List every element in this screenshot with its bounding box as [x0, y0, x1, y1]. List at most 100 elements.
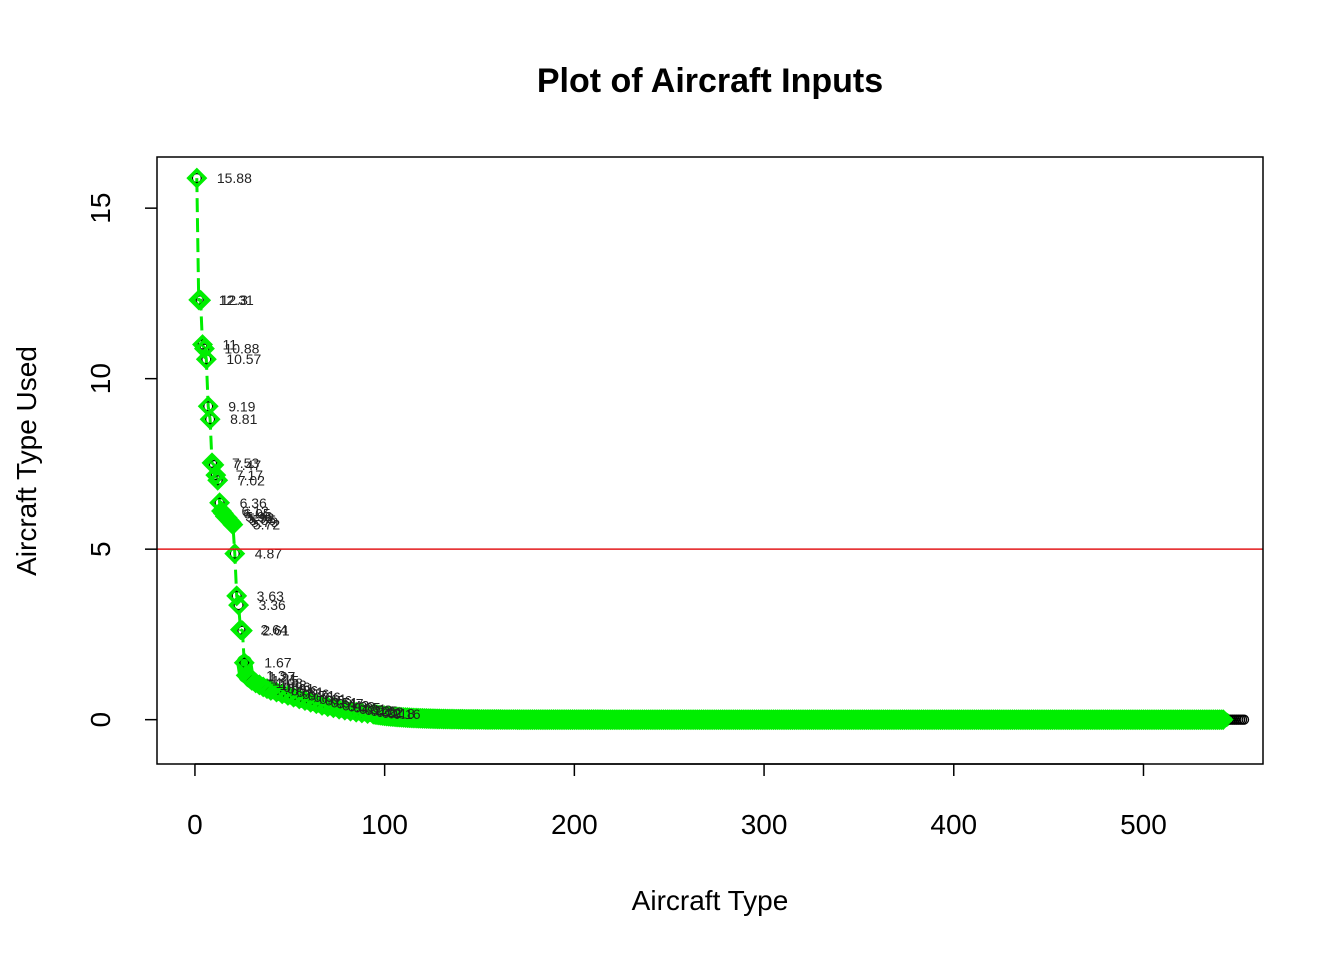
highlight-marker	[228, 594, 250, 616]
highlight-marker	[300, 691, 322, 713]
data-label: 4.87	[255, 546, 282, 562]
data-label: 6.36	[240, 495, 267, 511]
data-label: 1.3	[266, 667, 286, 683]
data-label: 5.96	[245, 508, 272, 524]
data-label: 1.27	[268, 668, 295, 684]
data-label: 7.47	[234, 457, 261, 473]
highlight-marker	[205, 464, 227, 486]
data-label: 1.02	[279, 677, 306, 693]
data-label: 1.67	[264, 655, 291, 671]
y-tick-label: 15	[85, 193, 116, 224]
highlight-marker	[334, 699, 356, 721]
data-label: 7.53	[232, 455, 259, 471]
highlight-marker	[288, 688, 310, 710]
data-label: 0.56	[325, 693, 352, 709]
data-label: 0.96	[283, 679, 310, 695]
highlight-marker	[260, 679, 282, 701]
y-tick-label: 5	[85, 541, 116, 557]
data-label: 0.66	[314, 689, 341, 705]
data-label: 7.02	[238, 472, 265, 488]
x-axis-title: Aircraft Type	[632, 885, 789, 916]
data-label: 5.72	[253, 517, 280, 533]
data-label: 8.81	[230, 411, 257, 427]
data-label: 0.47	[336, 696, 363, 712]
highlight-marker	[199, 408, 221, 430]
data-label: 0.18	[388, 706, 415, 722]
x-tick-label: 200	[551, 809, 598, 840]
data-label: 2.61	[262, 623, 289, 639]
x-axis: 0 100 200 300 400 500	[187, 763, 1167, 840]
highlight-marker	[203, 454, 225, 476]
highlight-marker	[328, 698, 350, 720]
data-label: 0.61	[319, 691, 346, 707]
data-label: 1.08	[276, 675, 303, 691]
x-tick-label: 500	[1120, 809, 1167, 840]
highlight-marker	[226, 585, 248, 607]
data-label: 0.81	[297, 684, 324, 700]
data-label: 12.31	[219, 292, 254, 308]
data-label: 1.21	[270, 670, 297, 686]
x-tick-label: 400	[930, 809, 977, 840]
data-label: 10.57	[226, 351, 261, 367]
data-label: 0.86	[291, 682, 318, 698]
data-label: 0.25	[371, 703, 398, 719]
x-tick-label: 100	[361, 809, 408, 840]
data-label: 10.88	[224, 341, 259, 357]
data-label: 12.3	[221, 292, 248, 308]
data-label: 0.51	[331, 694, 358, 710]
highlight-marker	[231, 620, 253, 642]
y-tick-label: 10	[85, 363, 116, 394]
highlight-marker	[224, 543, 246, 565]
data-label: 0.2	[382, 705, 402, 721]
highlight-marker	[190, 289, 212, 311]
data-label: 0.38	[348, 699, 375, 715]
highlight-marker	[193, 338, 215, 360]
x-tick-label: 0	[187, 809, 203, 840]
data-label: 9.19	[228, 398, 255, 414]
data-label: 11	[223, 337, 238, 353]
data-label: 5.92	[247, 510, 274, 526]
data-label: 0.71	[308, 687, 335, 703]
highlight-marker	[186, 167, 208, 189]
highlight-marker	[1212, 709, 1234, 731]
data-point	[191, 172, 202, 184]
data-label: 7.17	[236, 467, 263, 483]
data-label: 1.15	[272, 672, 299, 688]
data-label: 0.22	[376, 704, 403, 720]
highlight-marker	[207, 469, 229, 491]
data-label: 0.42	[342, 697, 369, 713]
data-label: 0.28	[365, 702, 392, 718]
highlight-marker	[266, 681, 287, 703]
highlight-marker	[283, 686, 305, 708]
y-axis-title: Aircraft Type Used	[11, 346, 42, 576]
highlight-marker	[311, 694, 333, 716]
highlight-marker	[277, 684, 299, 706]
data-label: 15.88	[217, 170, 252, 186]
y-tick-label: 0	[85, 712, 116, 728]
highlight-marker	[195, 348, 217, 370]
data-label: 0.16	[393, 706, 420, 722]
data-label: 6.05	[243, 505, 270, 521]
data-label: 0.76	[302, 686, 329, 702]
highlight-marker	[294, 690, 316, 712]
highlight-marker	[317, 696, 339, 718]
plot-frame	[156, 156, 1264, 765]
data-label: 5.79	[251, 514, 278, 530]
data-label: 3.63	[257, 588, 284, 604]
highlight-marker	[322, 697, 344, 719]
data-label: 0.31	[359, 701, 386, 717]
data-point	[1238, 714, 1250, 725]
data-label: 0.35	[353, 700, 380, 716]
highlight-marker	[222, 514, 244, 536]
data-label: 0.91	[287, 681, 314, 697]
highlight-marker	[305, 693, 327, 715]
y-axis: 0 5 10 15	[85, 193, 157, 728]
x-tick-label: 300	[741, 809, 788, 840]
data-label: 2.64	[260, 622, 287, 638]
data-label: 6.12	[242, 503, 269, 519]
highlight-marker	[271, 683, 293, 705]
data-label: 5.85	[249, 512, 276, 528]
chart-title: Plot of Aircraft Inputs	[537, 62, 883, 100]
